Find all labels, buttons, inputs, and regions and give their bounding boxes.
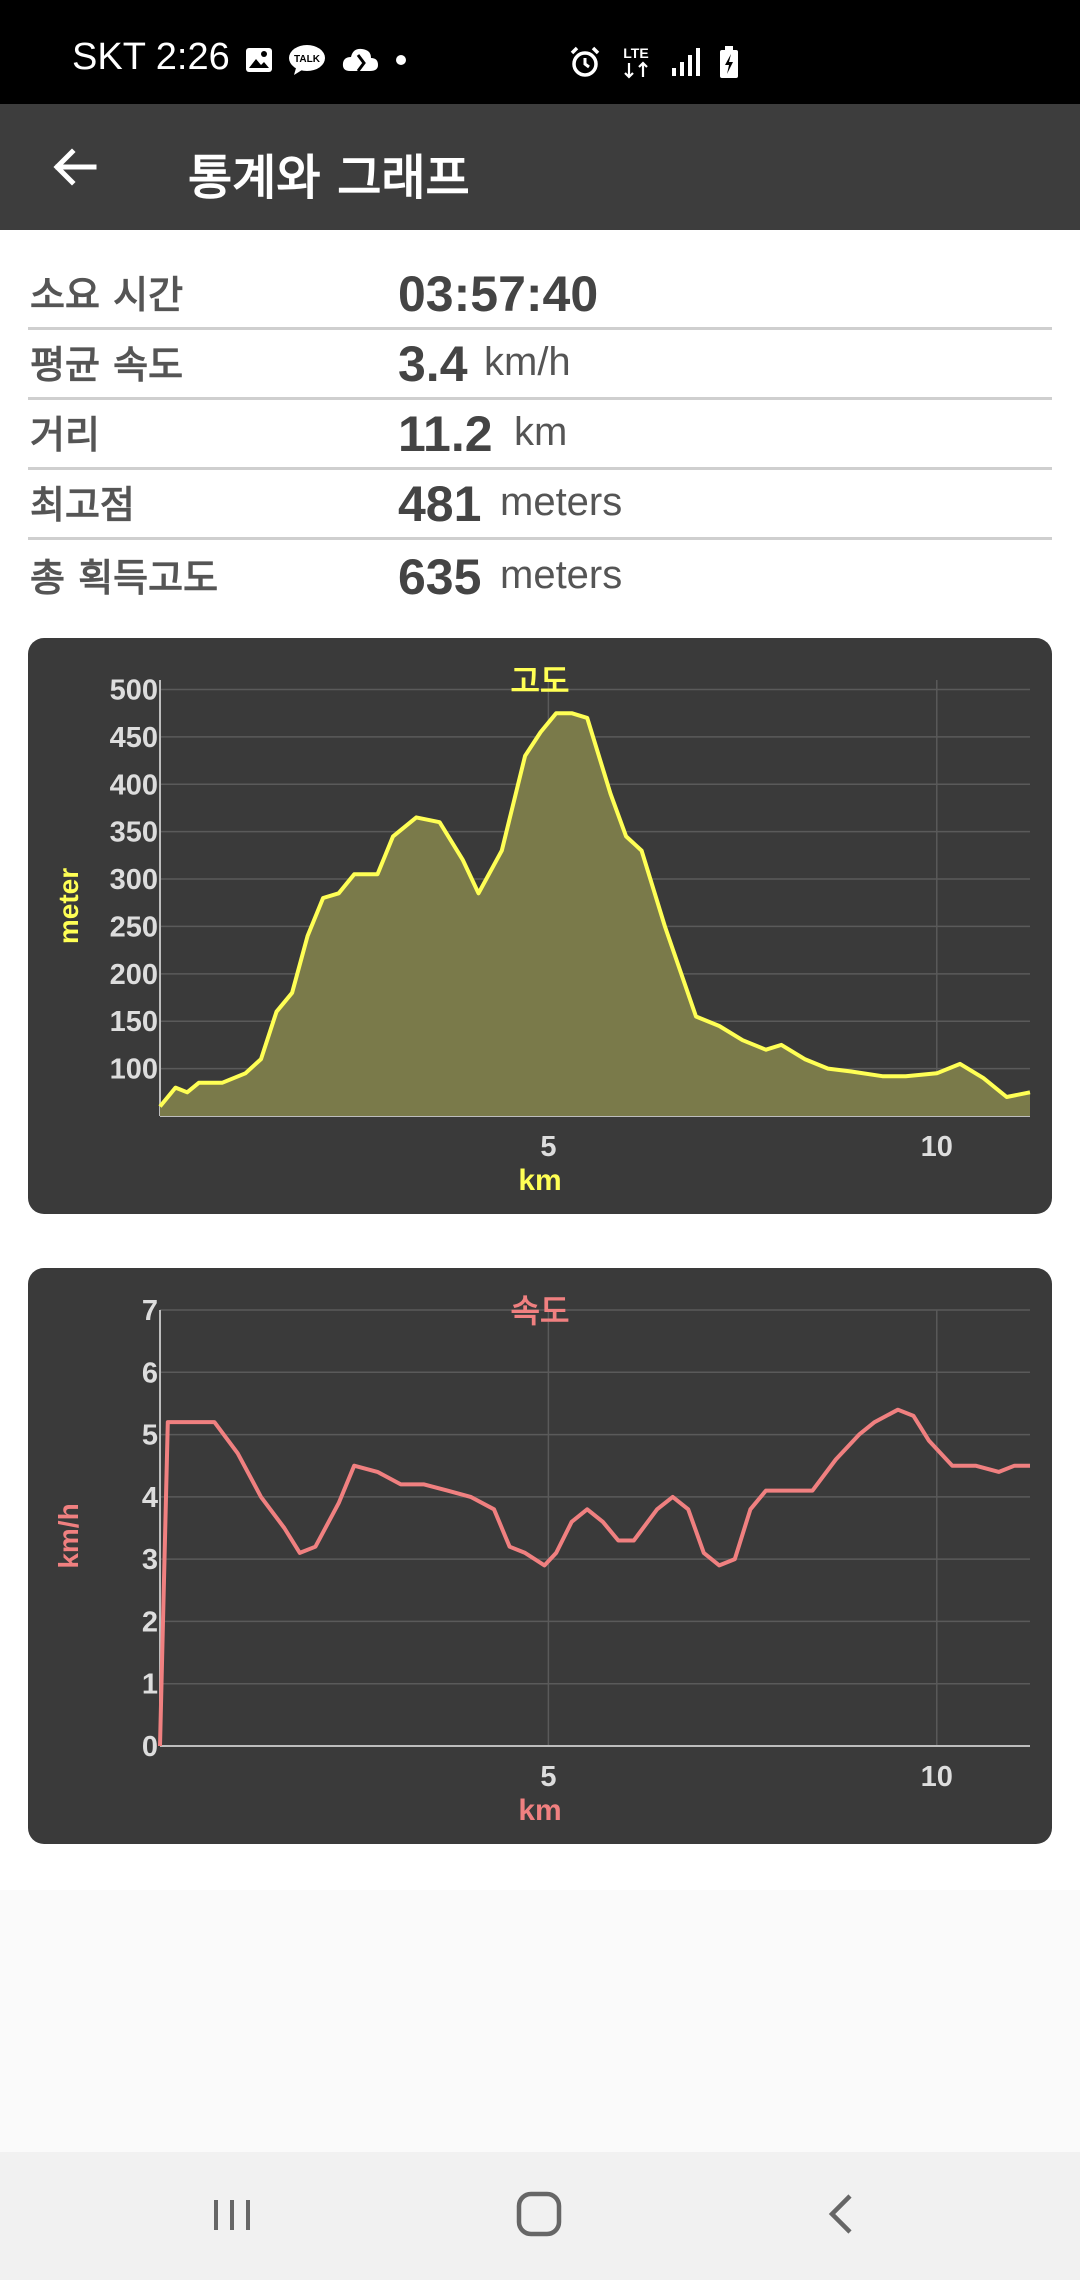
stat-row-avg-speed: 평균 속도 3.4 km/h xyxy=(28,330,1052,400)
carrier-time: SKT 2:26 xyxy=(72,36,230,78)
navigation-bar xyxy=(0,2152,1080,2280)
y-tick-label: 6 xyxy=(142,1357,158,1389)
y-tick-label: 150 xyxy=(110,1006,158,1038)
lte-icon: LTE xyxy=(623,45,649,79)
stat-unit: meters xyxy=(500,480,623,524)
x-axis-label: km xyxy=(518,1794,561,1827)
x-tick-label: 10 xyxy=(921,1131,953,1163)
dot-icon xyxy=(396,55,406,65)
kakaotalk-icon: TALK xyxy=(289,45,325,75)
y-tick-label: 500 xyxy=(110,674,158,706)
speed-chart: 0 1 2 3 4 5 6 7 5 10 속도 km km/h xyxy=(53,1292,1030,1827)
y-tick-label: 400 xyxy=(110,769,158,801)
x-tick-label: 5 xyxy=(540,1131,556,1163)
svg-text:LTE: LTE xyxy=(623,45,648,61)
stat-label: 평균 속도 xyxy=(30,343,184,387)
stat-value: 11.2 xyxy=(398,406,493,462)
elevation-chart-card: 100 150 200 250 300 350 400 450 500 5 10 고도 km meter xyxy=(28,638,1052,1214)
recents-icon[interactable] xyxy=(210,2184,256,2244)
home-icon[interactable] xyxy=(510,2184,570,2244)
y-tick-label: 100 xyxy=(110,1054,158,1086)
y-tick-label: 2 xyxy=(142,1606,158,1638)
stat-value: 635 xyxy=(398,549,482,605)
chart-title: 고도 xyxy=(511,662,570,700)
y-tick-label: 450 xyxy=(110,722,158,754)
y-tick-label: 350 xyxy=(110,817,158,849)
alarm-icon xyxy=(570,46,600,77)
y-axis-label: km/h xyxy=(53,1503,84,1568)
y-tick-label: 5 xyxy=(142,1420,158,1452)
stat-value: 3.4 xyxy=(398,336,468,392)
back-arrow-icon[interactable] xyxy=(44,136,106,198)
page-title: 통계와 그래프 xyxy=(188,150,470,206)
y-axis-label: meter xyxy=(53,868,84,944)
stat-row-highest: 최고점 481 meters xyxy=(28,470,1052,540)
y-tick-label: 200 xyxy=(110,959,158,991)
status-bar: SKT 2:26 TALK LTE xyxy=(0,0,1080,104)
y-tick-label: 250 xyxy=(110,911,158,943)
svg-text:TALK: TALK xyxy=(294,54,321,65)
content-area: 소요 시간 03:57:40 평균 속도 3.4 km/h 거리 11.2 km… xyxy=(0,230,1080,1890)
cloud-icon xyxy=(342,48,378,72)
stat-label: 거리 xyxy=(30,413,100,457)
stat-row-total-gain: 총 획득고도 635 meters xyxy=(28,540,1052,610)
stat-label: 소요 시간 xyxy=(30,273,184,317)
stat-label: 최고점 xyxy=(30,483,135,527)
stat-row-distance: 거리 11.2 km xyxy=(28,400,1052,470)
x-axis-label: km xyxy=(518,1164,561,1197)
y-tick-label: 300 xyxy=(110,864,158,896)
chart-title: 속도 xyxy=(511,1292,570,1330)
battery-charging-icon xyxy=(720,46,738,78)
stat-unit: km xyxy=(514,410,568,454)
y-tick-label: 0 xyxy=(142,1731,158,1763)
y-tick-label: 7 xyxy=(142,1295,158,1327)
stat-value: 481 xyxy=(398,476,482,532)
signal-icon xyxy=(672,48,700,76)
stat-value: 03:57:40 xyxy=(398,266,599,322)
y-tick-label: 3 xyxy=(142,1544,158,1576)
stat-row-duration: 소요 시간 03:57:40 xyxy=(28,260,1052,330)
nav-back-icon[interactable] xyxy=(820,2184,860,2244)
x-tick-label: 5 xyxy=(540,1761,556,1793)
stat-unit: meters xyxy=(500,553,623,597)
series-area xyxy=(160,713,1030,1116)
series-line xyxy=(158,1407,1030,1747)
speed-chart-card: 0 1 2 3 4 5 6 7 5 10 속도 km km/h xyxy=(28,1268,1052,1844)
y-tick-label: 4 xyxy=(142,1482,158,1514)
y-tick-label: 1 xyxy=(142,1669,158,1701)
series-line xyxy=(158,711,1031,1108)
elevation-chart: 100 150 200 250 300 350 400 450 500 5 10 고도 km meter xyxy=(53,662,1031,1197)
stat-label: 총 획득고도 xyxy=(30,556,219,600)
app-bar: 통계와 그래프 xyxy=(0,104,1080,230)
x-tick-label: 10 xyxy=(921,1761,953,1793)
stat-unit: km/h xyxy=(484,340,571,384)
gallery-icon xyxy=(246,48,272,72)
